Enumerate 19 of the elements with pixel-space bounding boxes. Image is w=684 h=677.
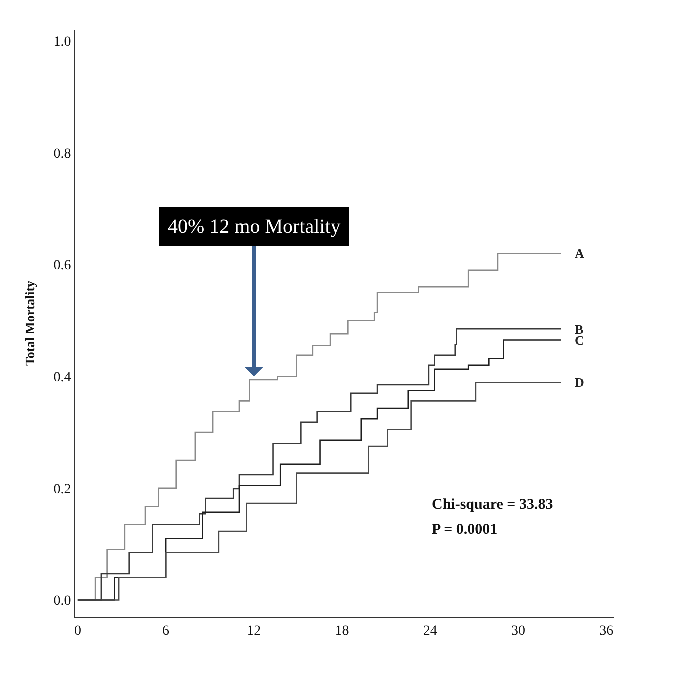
annotation: 40% 12 mo Mortality — [168, 216, 341, 238]
x-tick-label: 24 — [423, 624, 438, 639]
x-tick-label: 6 — [162, 624, 170, 639]
x-tick-label: 18 — [335, 624, 350, 639]
annotation: P = 0.0001 — [432, 522, 498, 538]
x-tick-label: 0 — [74, 624, 82, 639]
x-tick-label: 36 — [600, 624, 614, 639]
series-label: D — [575, 375, 584, 390]
y-axis-title: Total Mortality — [22, 280, 38, 366]
annotation: Chi-square = 33.83 — [432, 497, 554, 513]
y-tick-label: 1.0 — [54, 35, 72, 50]
y-tick-label: 0.6 — [54, 258, 72, 274]
y-tick-label: 0.2 — [54, 482, 72, 498]
x-tick-label: 30 — [512, 624, 526, 639]
series-label: A — [575, 246, 585, 261]
x-tick-label: 12 — [247, 624, 262, 639]
y-tick-label: 0.4 — [54, 370, 72, 386]
y-tick-label: 0.8 — [54, 146, 72, 162]
y-tick-label: 0.0 — [54, 594, 72, 610]
